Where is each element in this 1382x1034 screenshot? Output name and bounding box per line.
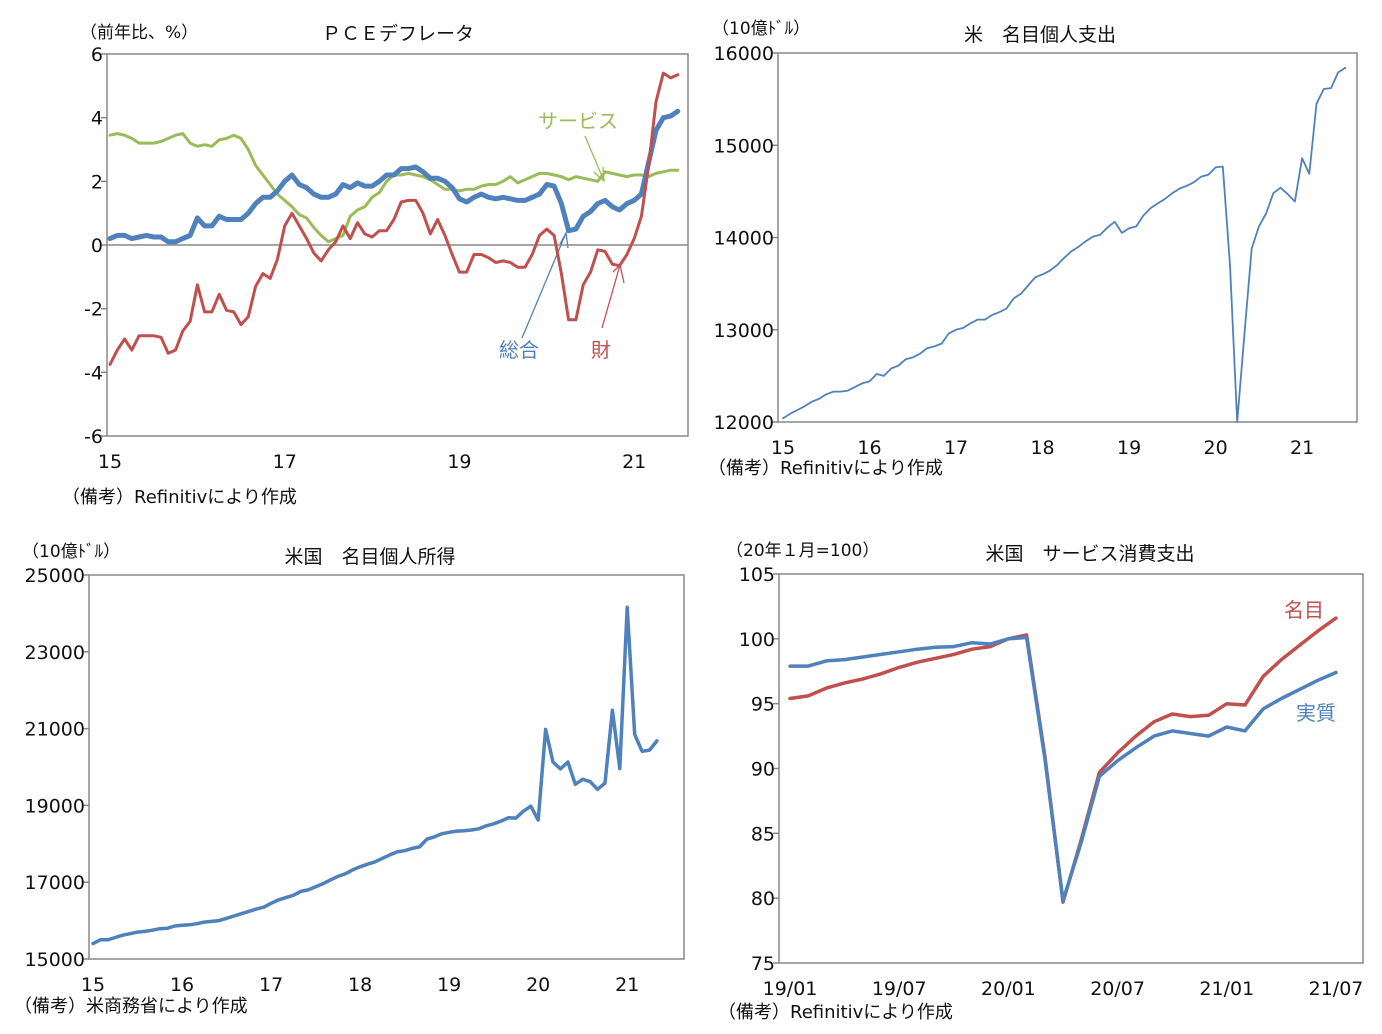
chart4-y-tick-label: 85 xyxy=(751,823,775,845)
chart2-unit-label: （10億ﾄﾞﾙ） xyxy=(712,19,810,39)
label-services: サービス xyxy=(538,109,618,133)
chart1-y-tick-label: 0 xyxy=(91,235,103,257)
chart1-x-tick-label: 19 xyxy=(447,451,471,473)
chart3-y-tick-label: 21000 xyxy=(25,719,85,741)
chart1-title: ＰＣＥデフレータ xyxy=(322,23,474,45)
chart4-y-tick-label: 80 xyxy=(751,888,775,910)
chart4-series-line-1 xyxy=(788,616,1338,904)
chart4-y-tick-label: 75 xyxy=(751,953,775,975)
services-arrow xyxy=(584,135,605,183)
chart2-x-tick-label: 21 xyxy=(1290,437,1314,459)
chart3-x-tick-label: 18 xyxy=(348,974,372,996)
chart4-x-tick-label: 21/07 xyxy=(1309,978,1364,1000)
chart4-unit-label: （20年１月=100） xyxy=(726,541,879,561)
chart3-unit-label: （10億ﾄﾞﾙ） xyxy=(22,542,120,562)
label-total: 総合 xyxy=(499,338,539,362)
chart1-y-tick-label: -6 xyxy=(84,426,103,448)
chart3-x-tick-label: 15 xyxy=(81,974,105,996)
chart2-x-tick-label: 17 xyxy=(944,437,968,459)
chart3-y-tick-label: 19000 xyxy=(25,795,85,817)
chart4-x-tick-label: 19/01 xyxy=(763,978,818,1000)
chart3-y-tick-label: 23000 xyxy=(25,642,85,664)
chart2-title: 米 名目個人支出 xyxy=(964,24,1116,46)
chart3-y-tick-label: 17000 xyxy=(25,872,85,894)
chart4-y-tick-label: 95 xyxy=(751,694,775,716)
chart3-x-tick-label: 16 xyxy=(170,974,194,996)
chart3-x-tick-label: 17 xyxy=(259,974,283,996)
chart3-series-line-1 xyxy=(91,605,659,946)
chart3-title: 米国 名目個人所得 xyxy=(284,546,455,568)
label-nominal: 名目 xyxy=(1284,598,1324,622)
label-goods: 財 xyxy=(591,338,611,362)
chart2-x-tick-label: 18 xyxy=(1030,437,1054,459)
chart2-note: （備考）Refinitivにより作成 xyxy=(708,458,943,479)
chart4-title: 米国 サービス消費支出 xyxy=(985,543,1194,565)
chart4-series-line-2 xyxy=(788,635,1338,903)
chart1-x-tick-label: 17 xyxy=(273,451,297,473)
chart4-note: （備考）Refinitivにより作成 xyxy=(718,1002,953,1023)
chart1-series-line-3 xyxy=(108,71,680,366)
chart2-y-tick-label: 15000 xyxy=(714,135,774,157)
chart3-x-tick-label: 19 xyxy=(437,974,461,996)
chart3-x-tick-label: 20 xyxy=(526,974,550,996)
total-arrow xyxy=(521,230,569,339)
chart4-plot-frame xyxy=(778,573,1364,964)
chart1-y-tick-label: 2 xyxy=(91,171,103,193)
label-real: 実質 xyxy=(1296,701,1336,725)
chart1-y-tick-label: -2 xyxy=(84,299,103,321)
chart4-y-tick-label: 105 xyxy=(739,564,775,586)
chart2-x-tick-label: 15 xyxy=(771,437,795,459)
chart2-y-tick-label: 14000 xyxy=(714,228,774,250)
chart4-x-tick-label: 21/01 xyxy=(1199,978,1254,1000)
chart2-x-tick-label: 16 xyxy=(857,437,881,459)
chart4-x-tick-label: 19/07 xyxy=(872,978,927,1000)
chart3-plot-frame xyxy=(88,574,685,960)
chart2-y-tick-label: 16000 xyxy=(714,43,774,65)
chart4-x-tick-label: 20/01 xyxy=(981,978,1036,1000)
chart4-x-tick-label: 20/07 xyxy=(1090,978,1145,1000)
goods-arrow xyxy=(601,263,625,329)
chart2-plot-frame xyxy=(777,52,1358,423)
chart1-y-tick-label: -4 xyxy=(84,362,103,384)
chart1-y-tick-label: 4 xyxy=(91,108,103,130)
chart3-y-tick-label: 25000 xyxy=(25,565,85,587)
chart3-x-tick-label: 21 xyxy=(615,974,639,996)
chart2-x-tick-label: 20 xyxy=(1204,437,1228,459)
chart1-series-line-2 xyxy=(107,108,681,245)
chart2-series-line-1 xyxy=(782,66,1347,423)
chart1-x-tick-label: 15 xyxy=(98,451,122,473)
chart4-y-tick-label: 100 xyxy=(739,629,775,651)
chart1-unit-label: （前年比、%） xyxy=(80,23,198,43)
chart2-x-tick-label: 19 xyxy=(1117,437,1141,459)
chart1-y-tick-label: 6 xyxy=(91,44,103,66)
chart1-x-tick-label: 21 xyxy=(622,451,646,473)
chart2-y-tick-label: 12000 xyxy=(714,412,774,434)
chart3-note: （備考）米商務省により作成 xyxy=(14,996,248,1017)
chart4-y-tick-label: 90 xyxy=(751,759,775,781)
chart1-note: （備考）Refinitivにより作成 xyxy=(62,487,297,508)
chart2-y-tick-label: 13000 xyxy=(714,320,774,342)
chart3-y-tick-label: 15000 xyxy=(25,949,85,971)
